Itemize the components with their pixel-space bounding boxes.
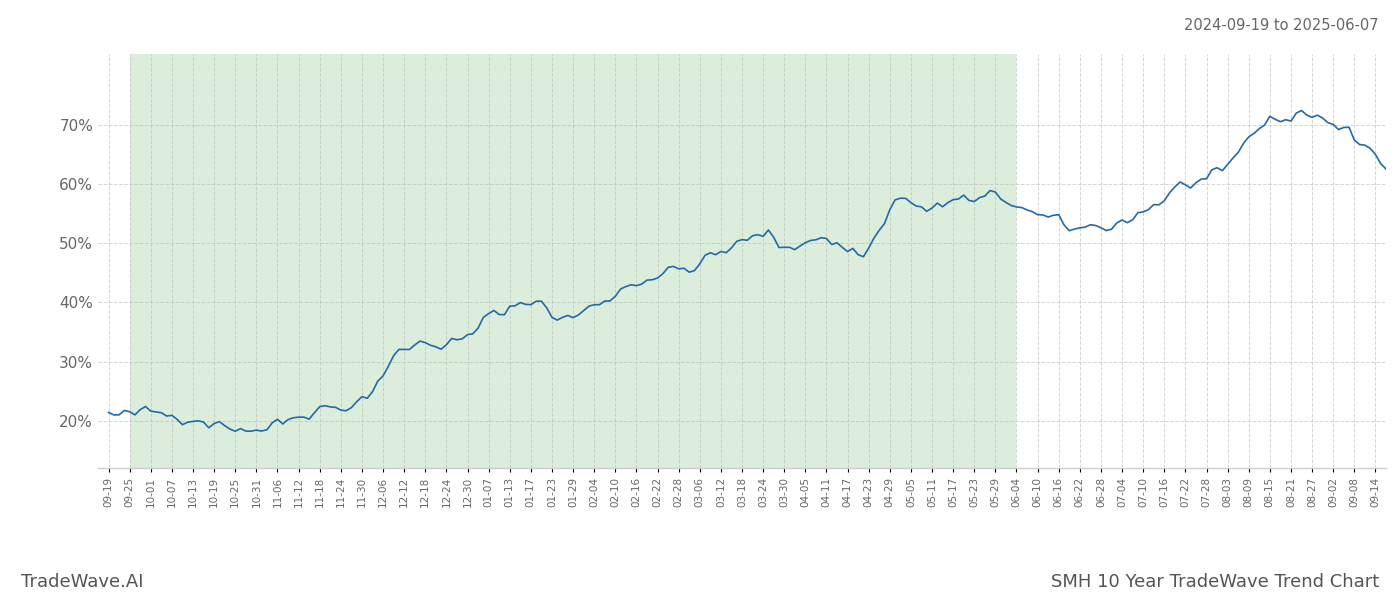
Text: 2024-09-19 to 2025-06-07: 2024-09-19 to 2025-06-07 <box>1184 18 1379 33</box>
Text: SMH 10 Year TradeWave Trend Chart: SMH 10 Year TradeWave Trend Chart <box>1051 573 1379 591</box>
Bar <box>130 54 1016 468</box>
Text: TradeWave.AI: TradeWave.AI <box>21 573 143 591</box>
